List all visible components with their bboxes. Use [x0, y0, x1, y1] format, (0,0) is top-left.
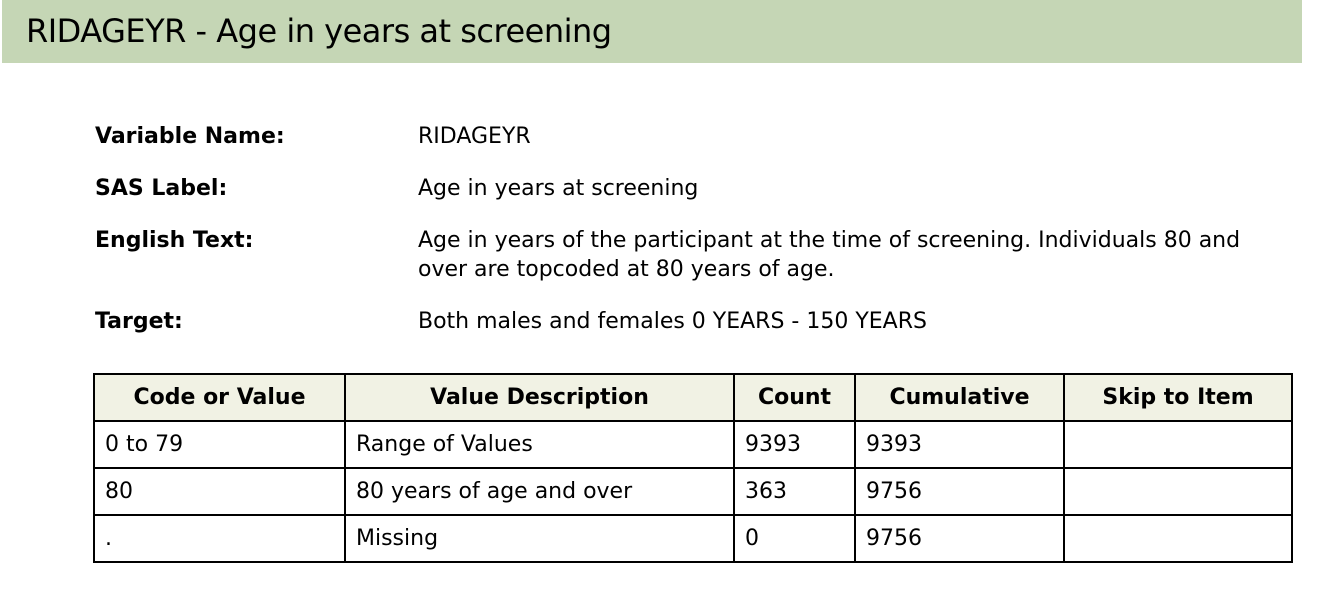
- cell-code-or-value: 80: [93, 467, 346, 516]
- table-row: 80 80 years of age and over 363 9756: [93, 467, 1293, 516]
- sas-label-label: SAS Label:: [95, 176, 228, 201]
- cell-code-or-value: 0 to 79: [93, 420, 346, 469]
- english-text-value: Age in years of the participant at the t…: [418, 228, 1241, 282]
- cell-cumulative: 9756: [854, 514, 1065, 563]
- sas-label-value: Age in years at screening: [418, 176, 699, 201]
- target-value: Both males and females 0 YEARS - 150 YEA…: [418, 309, 927, 334]
- target-label: Target:: [95, 309, 183, 334]
- cell-skip-to-item: [1063, 467, 1293, 516]
- variable-metadata: Variable Name: RIDAGEYR SAS Label: Age i…: [95, 122, 1295, 359]
- cell-cumulative: 9756: [854, 467, 1065, 516]
- cell-cumulative: 9393: [854, 420, 1065, 469]
- cell-value-description: Range of Values: [344, 420, 735, 469]
- cell-value-description: Missing: [344, 514, 735, 563]
- header-count: Count: [733, 373, 856, 422]
- cell-value-description: 80 years of age and over: [344, 467, 735, 516]
- cell-skip-to-item: [1063, 420, 1293, 469]
- header-cumulative: Cumulative: [854, 373, 1065, 422]
- english-text-label: English Text:: [95, 228, 254, 253]
- header-skip-to-item: Skip to Item: [1063, 373, 1293, 422]
- cell-count: 9393: [733, 420, 856, 469]
- table-row: 0 to 79 Range of Values 9393 9393: [93, 420, 1293, 469]
- table-row: . Missing 0 9756: [93, 514, 1293, 563]
- cell-count: 363: [733, 467, 856, 516]
- english-text-row: English Text: Age in years of the partic…: [95, 226, 1295, 284]
- target-row: Target: Both males and females 0 YEARS -…: [95, 307, 1295, 336]
- variable-name-value: RIDAGEYR: [418, 124, 531, 149]
- sas-label-row: SAS Label: Age in years at screening: [95, 174, 1295, 203]
- cell-skip-to-item: [1063, 514, 1293, 563]
- table-header-row: Code or Value Value Description Count Cu…: [93, 373, 1293, 422]
- codebook-table: Code or Value Value Description Count Cu…: [93, 373, 1293, 563]
- header-code-or-value: Code or Value: [93, 373, 346, 422]
- variable-name-label: Variable Name:: [95, 124, 285, 149]
- cell-code-or-value: .: [93, 514, 346, 563]
- cell-count: 0: [733, 514, 856, 563]
- title-bar: RIDAGEYR - Age in years at screening: [2, 0, 1302, 63]
- header-value-description: Value Description: [344, 373, 735, 422]
- variable-name-row: Variable Name: RIDAGEYR: [95, 122, 1295, 151]
- page-title: RIDAGEYR - Age in years at screening: [26, 12, 612, 50]
